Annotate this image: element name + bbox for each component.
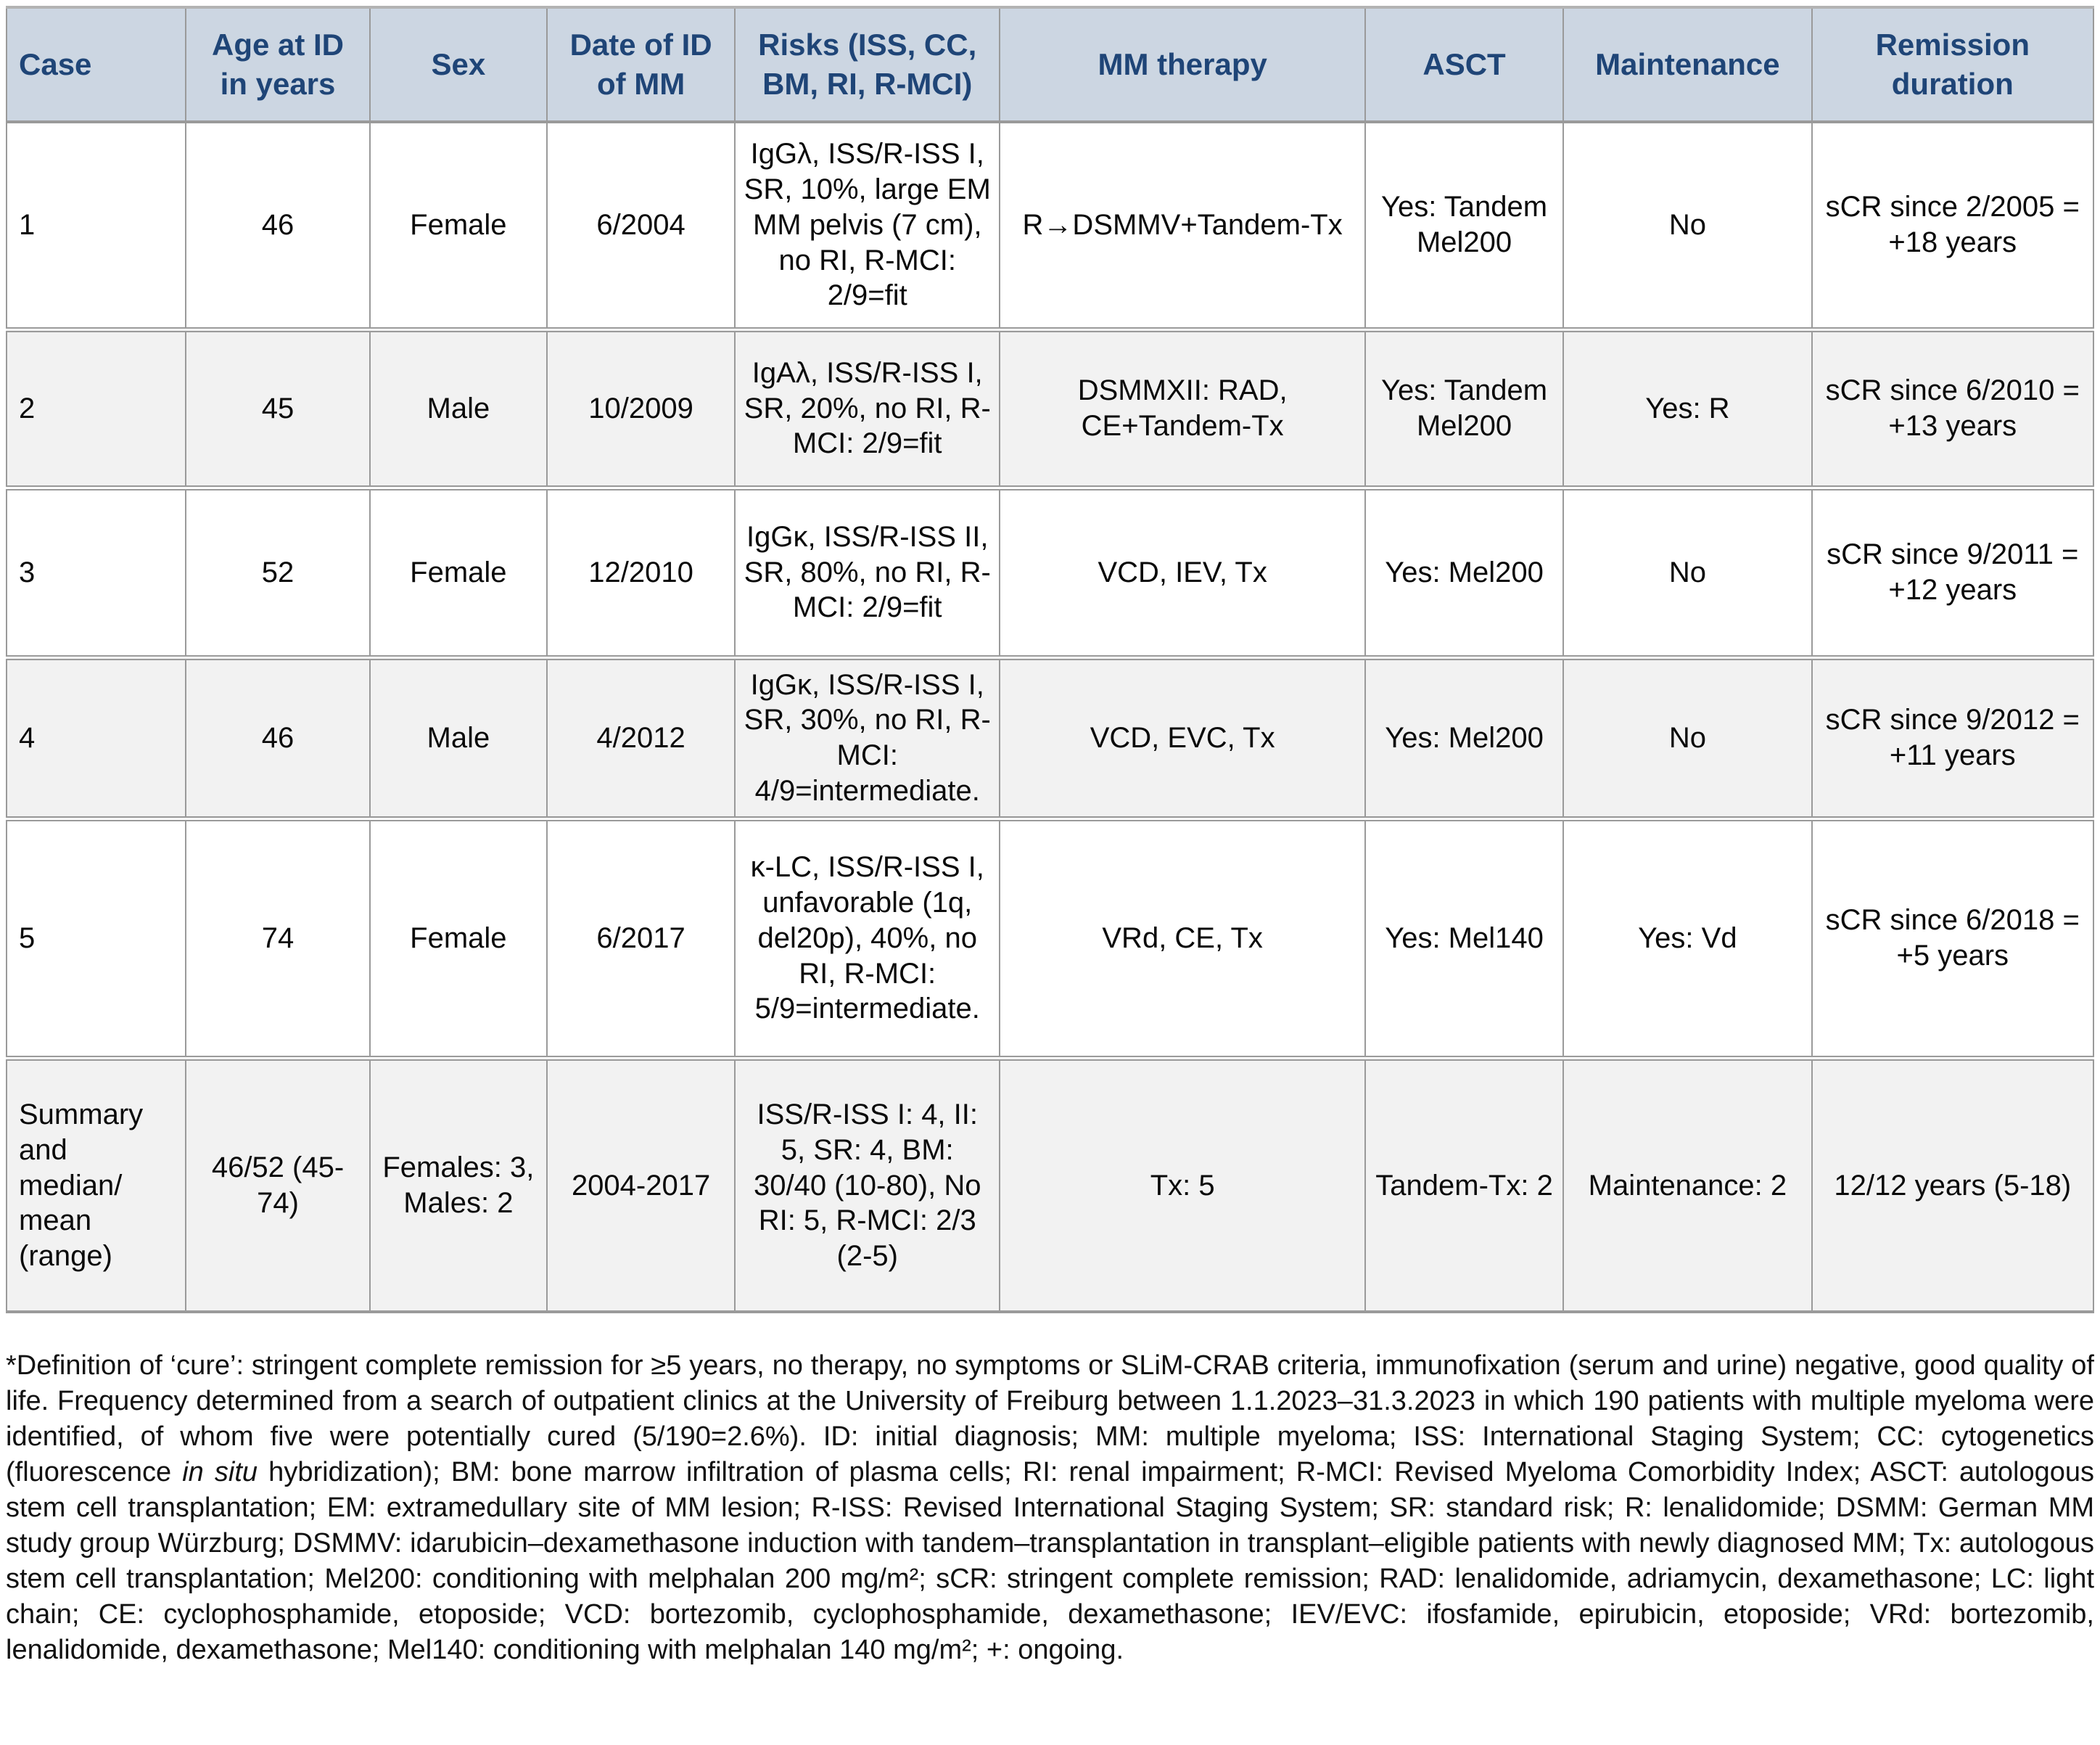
summary-sex: Females: 3, Males: 2 — [368, 1055, 548, 1313]
footnote-text-part1: *Definition of ‘cure’: stringent complet… — [6, 1350, 2094, 1488]
summary-remission: 12/12 years (5-18) — [1811, 1055, 2095, 1313]
summary-age: 46/52 (45-74) — [185, 1055, 370, 1313]
case5-maintenance: Yes: Vd — [1562, 816, 1812, 1059]
case4-age: 46 — [185, 654, 370, 819]
col-header-risks: Risks (ISS, CC, BM, RI, R-MCI) — [734, 7, 1000, 123]
case2-id: 2 — [5, 327, 186, 488]
case2-sex: Male — [368, 327, 548, 488]
case1-date: 6/2004 — [546, 122, 736, 329]
case5-asct: Yes: Mel140 — [1364, 816, 1564, 1059]
case2-maintenance: Yes: R — [1562, 327, 1812, 488]
table-row-case-2: 2 45 Male 10/2009 IgAλ, ISS/R-ISS I, SR,… — [5, 327, 2095, 488]
header-row: Case Age at ID in years Sex Date of ID o… — [5, 7, 2095, 123]
case1-sex: Female — [368, 122, 548, 329]
case2-asct: Yes: Tandem Mel200 — [1364, 327, 1564, 488]
col-header-remission: Remission duration — [1811, 7, 2095, 123]
case4-maintenance: No — [1562, 654, 1812, 819]
case3-date: 12/2010 — [546, 485, 736, 657]
table-footnote: *Definition of ‘cure’: stringent complet… — [6, 1348, 2094, 1668]
case5-remission: sCR since 6/2018 = +5 years — [1811, 816, 2095, 1059]
case5-id: 5 — [5, 816, 186, 1059]
case5-sex: Female — [368, 816, 548, 1059]
case2-therapy: DSMMXII: RAD, CE+Tandem-Tx — [999, 327, 1365, 488]
table-row-case-4: 4 46 Male 4/2012 IgGκ, ISS/R-ISS I, SR, … — [5, 654, 2095, 819]
summary-asct: Tandem-Tx: 2 — [1364, 1055, 1564, 1313]
summary-therapy: Tx: 5 — [999, 1055, 1365, 1313]
case3-therapy: VCD, IEV, Tx — [999, 485, 1365, 657]
col-header-date: Date of ID of MM — [546, 7, 736, 123]
table-row-case-5: 5 74 Female 6/2017 κ-LC, ISS/R-ISS I, un… — [5, 816, 2095, 1059]
case5-date: 6/2017 — [546, 816, 736, 1059]
case1-asct: Yes: Tandem Mel200 — [1364, 122, 1564, 329]
case1-risks: IgGλ, ISS/R-ISS I, SR, 10%, large EM MM … — [734, 122, 1000, 329]
footnote-italic-in-situ: in situ — [182, 1457, 258, 1488]
col-header-maintenance: Maintenance — [1562, 7, 1812, 123]
case4-sex: Male — [368, 654, 548, 819]
case4-risks: IgGκ, ISS/R-ISS I, SR, 30%, no RI, R-MCI… — [734, 654, 1000, 819]
case3-risks: IgGκ, ISS/R-ISS II, SR, 80%, no RI, R-MC… — [734, 485, 1000, 657]
table-row-case-1: 1 46 Female 6/2004 IgGλ, ISS/R-ISS I, SR… — [5, 122, 2095, 329]
case4-asct: Yes: Mel200 — [1364, 654, 1564, 819]
col-header-sex: Sex — [368, 7, 548, 123]
case3-sex: Female — [368, 485, 548, 657]
case3-age: 52 — [185, 485, 370, 657]
case2-age: 45 — [185, 327, 370, 488]
col-header-case: Case — [5, 7, 186, 123]
col-header-age: Age at ID in years — [185, 7, 370, 123]
case3-asct: Yes: Mel200 — [1364, 485, 1564, 657]
case3-remission: sCR since 9/2011 = +12 years — [1811, 485, 2095, 657]
paper-table-page: Case Age at ID in years Sex Date of ID o… — [5, 6, 2095, 1668]
patient-cases-table: Case Age at ID in years Sex Date of ID o… — [5, 6, 2095, 1314]
case1-age: 46 — [185, 122, 370, 329]
case1-therapy: R→DSMMV+Tandem-Tx — [999, 122, 1365, 329]
case4-remission: sCR since 9/2012 = +11 years — [1811, 654, 2095, 819]
table-row-summary: Summary and median/ mean (range) 46/52 (… — [5, 1055, 2095, 1313]
col-header-therapy: MM therapy — [999, 7, 1365, 123]
case5-age: 74 — [185, 816, 370, 1059]
summary-label: Summary and median/ mean (range) — [5, 1055, 186, 1313]
summary-risks: ISS/R-ISS I: 4, II: 5, SR: 4, BM: 30/40 … — [734, 1055, 1000, 1313]
case1-id: 1 — [5, 122, 186, 329]
case2-remission: sCR since 6/2010 = +13 years — [1811, 327, 2095, 488]
case1-remission: sCR since 2/2005 = +18 years — [1811, 122, 2095, 329]
case3-id: 3 — [5, 485, 186, 657]
col-header-asct: ASCT — [1364, 7, 1564, 123]
case1-maintenance: No — [1562, 122, 1812, 329]
case2-date: 10/2009 — [546, 327, 736, 488]
case5-therapy: VRd, CE, Tx — [999, 816, 1365, 1059]
table-row-case-3: 3 52 Female 12/2010 IgGκ, ISS/R-ISS II, … — [5, 485, 2095, 657]
summary-date: 2004-2017 — [546, 1055, 736, 1313]
case5-risks: κ-LC, ISS/R-ISS I, unfavorable (1q, del2… — [734, 816, 1000, 1059]
case4-date: 4/2012 — [546, 654, 736, 819]
case2-risks: IgAλ, ISS/R-ISS I, SR, 20%, no RI, R-MCI… — [734, 327, 1000, 488]
footnote-text-part2: hybridization); BM: bone marrow infiltra… — [6, 1457, 2094, 1666]
case4-id: 4 — [5, 654, 186, 819]
case3-maintenance: No — [1562, 485, 1812, 657]
case4-therapy: VCD, EVC, Tx — [999, 654, 1365, 819]
summary-maintenance: Maintenance: 2 — [1562, 1055, 1812, 1313]
